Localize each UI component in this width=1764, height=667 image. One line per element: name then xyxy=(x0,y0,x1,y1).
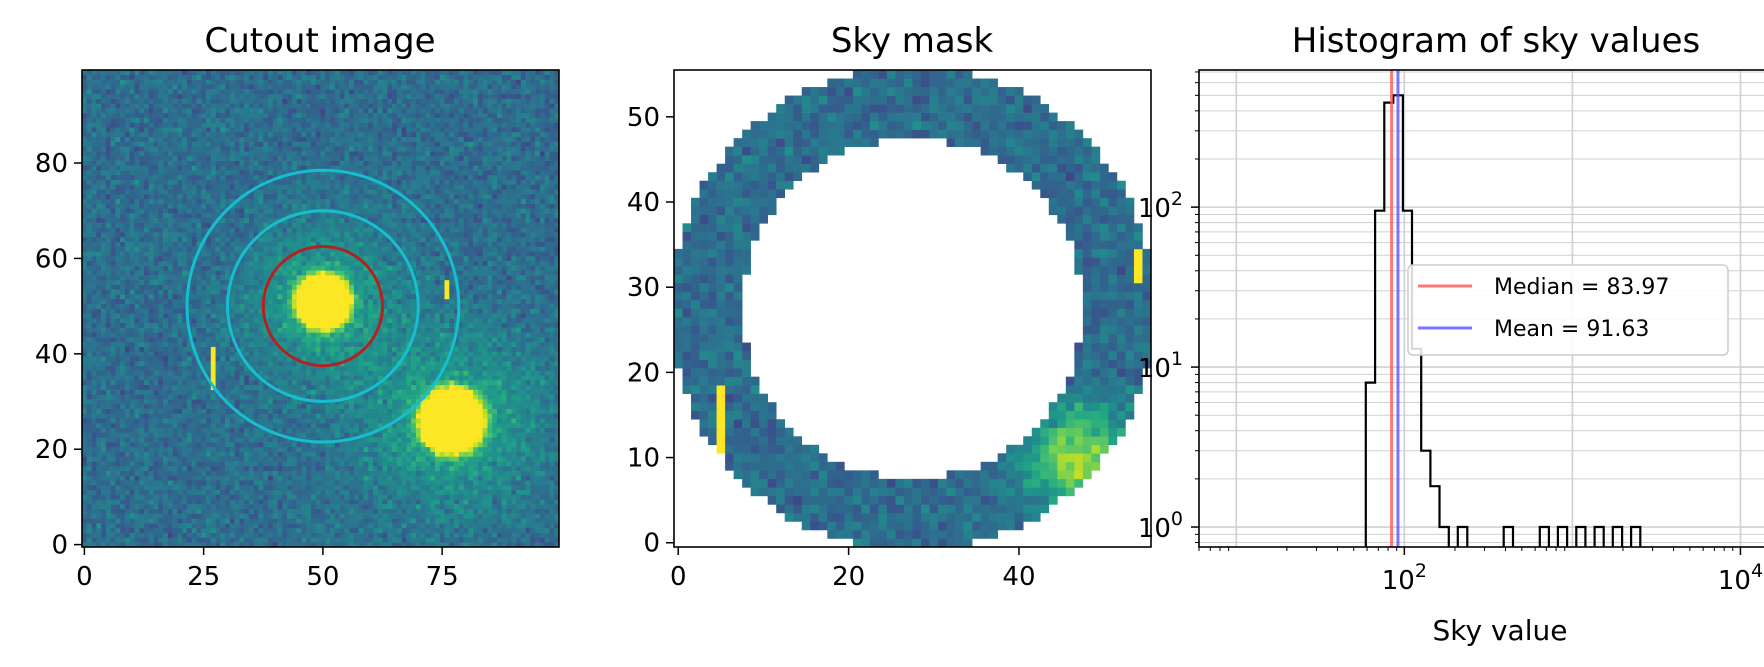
x-tick-label: 75 xyxy=(426,562,459,592)
histogram-step xyxy=(1593,525,1605,547)
histogram-step xyxy=(1611,525,1624,547)
histogram-step xyxy=(1456,525,1469,547)
y-tick-label: 30 xyxy=(627,273,660,303)
y-tick-label: 102 xyxy=(1138,188,1183,224)
histogram-step xyxy=(1629,525,1642,547)
y-tick-label: 20 xyxy=(627,358,660,388)
histogram-xlabel: Sky value xyxy=(1433,614,1568,647)
aperture-circle xyxy=(226,209,420,404)
panel-cutout-image: Cutout image 0 25 50 75 0 20 40 60 80 xyxy=(35,21,560,592)
histogram-grid xyxy=(1199,70,1764,547)
panel-sky-mask: Sky mask 0 20 40 0 10 20 30 40 50 xyxy=(627,21,1152,592)
panel-histogram: Histogram of sky values 102 104 100 101102 … xyxy=(1138,21,1764,647)
x-tick-label: 40 xyxy=(1002,562,1035,592)
cutout-heatmap xyxy=(82,70,559,547)
y-tick-label: 0 xyxy=(51,531,68,561)
cutout-ticks: 0 25 50 75 0 20 40 60 80 xyxy=(35,149,459,592)
y-tick-label: 100 xyxy=(1138,508,1183,544)
histogram-plot xyxy=(1364,70,1642,547)
y-tick-label: 40 xyxy=(35,340,68,370)
x-tick-label: 50 xyxy=(306,562,339,592)
y-tick-label: 101 xyxy=(1138,348,1183,384)
y-tick-label: 0 xyxy=(643,529,660,559)
cutout-frame xyxy=(81,69,560,548)
y-tick-label: 50 xyxy=(627,103,660,133)
y-tick-label: 20 xyxy=(35,435,68,465)
y-tick-label: 80 xyxy=(35,149,68,179)
x-tick-label: 0 xyxy=(76,562,93,592)
histogram-step xyxy=(1556,525,1569,547)
legend-mean-label: Mean = 91.63 xyxy=(1494,317,1649,342)
sky-mask-title: Sky mask xyxy=(831,21,994,61)
cutout-overlays xyxy=(185,168,461,444)
histogram-legend: Median = 83.97 Mean = 91.63 xyxy=(1407,264,1729,356)
legend-median-label: Median = 83.97 xyxy=(1494,275,1669,300)
y-tick-label: 60 xyxy=(35,244,68,274)
x-tick-label: 0 xyxy=(670,562,687,592)
histogram-step xyxy=(1575,525,1587,547)
aperture-circle xyxy=(261,245,384,368)
legend-frame xyxy=(1407,264,1729,356)
aperture-circle xyxy=(185,168,461,444)
x-tick-label: 104 xyxy=(1718,560,1763,596)
x-tick-label: 102 xyxy=(1382,560,1427,596)
histogram-step xyxy=(1502,525,1515,547)
sky-mask-frame xyxy=(673,69,1152,548)
sky-mask-ticks: 0 20 40 0 10 20 30 40 50 xyxy=(627,103,1036,592)
histogram-frame xyxy=(1198,69,1764,548)
x-tick-label: 20 xyxy=(832,562,865,592)
cutout-title: Cutout image xyxy=(204,21,435,61)
histogram-title: Histogram of sky values xyxy=(1292,21,1700,61)
y-tick-label: 10 xyxy=(627,444,660,474)
histogram-step xyxy=(1538,525,1551,547)
histogram-ticks: 102 104 100 101 102 xyxy=(1138,71,1763,596)
histogram-step xyxy=(1364,94,1450,547)
x-tick-label: 25 xyxy=(187,562,220,592)
sky-mask-heatmap xyxy=(674,70,1151,547)
y-tick-label: 40 xyxy=(627,188,660,218)
